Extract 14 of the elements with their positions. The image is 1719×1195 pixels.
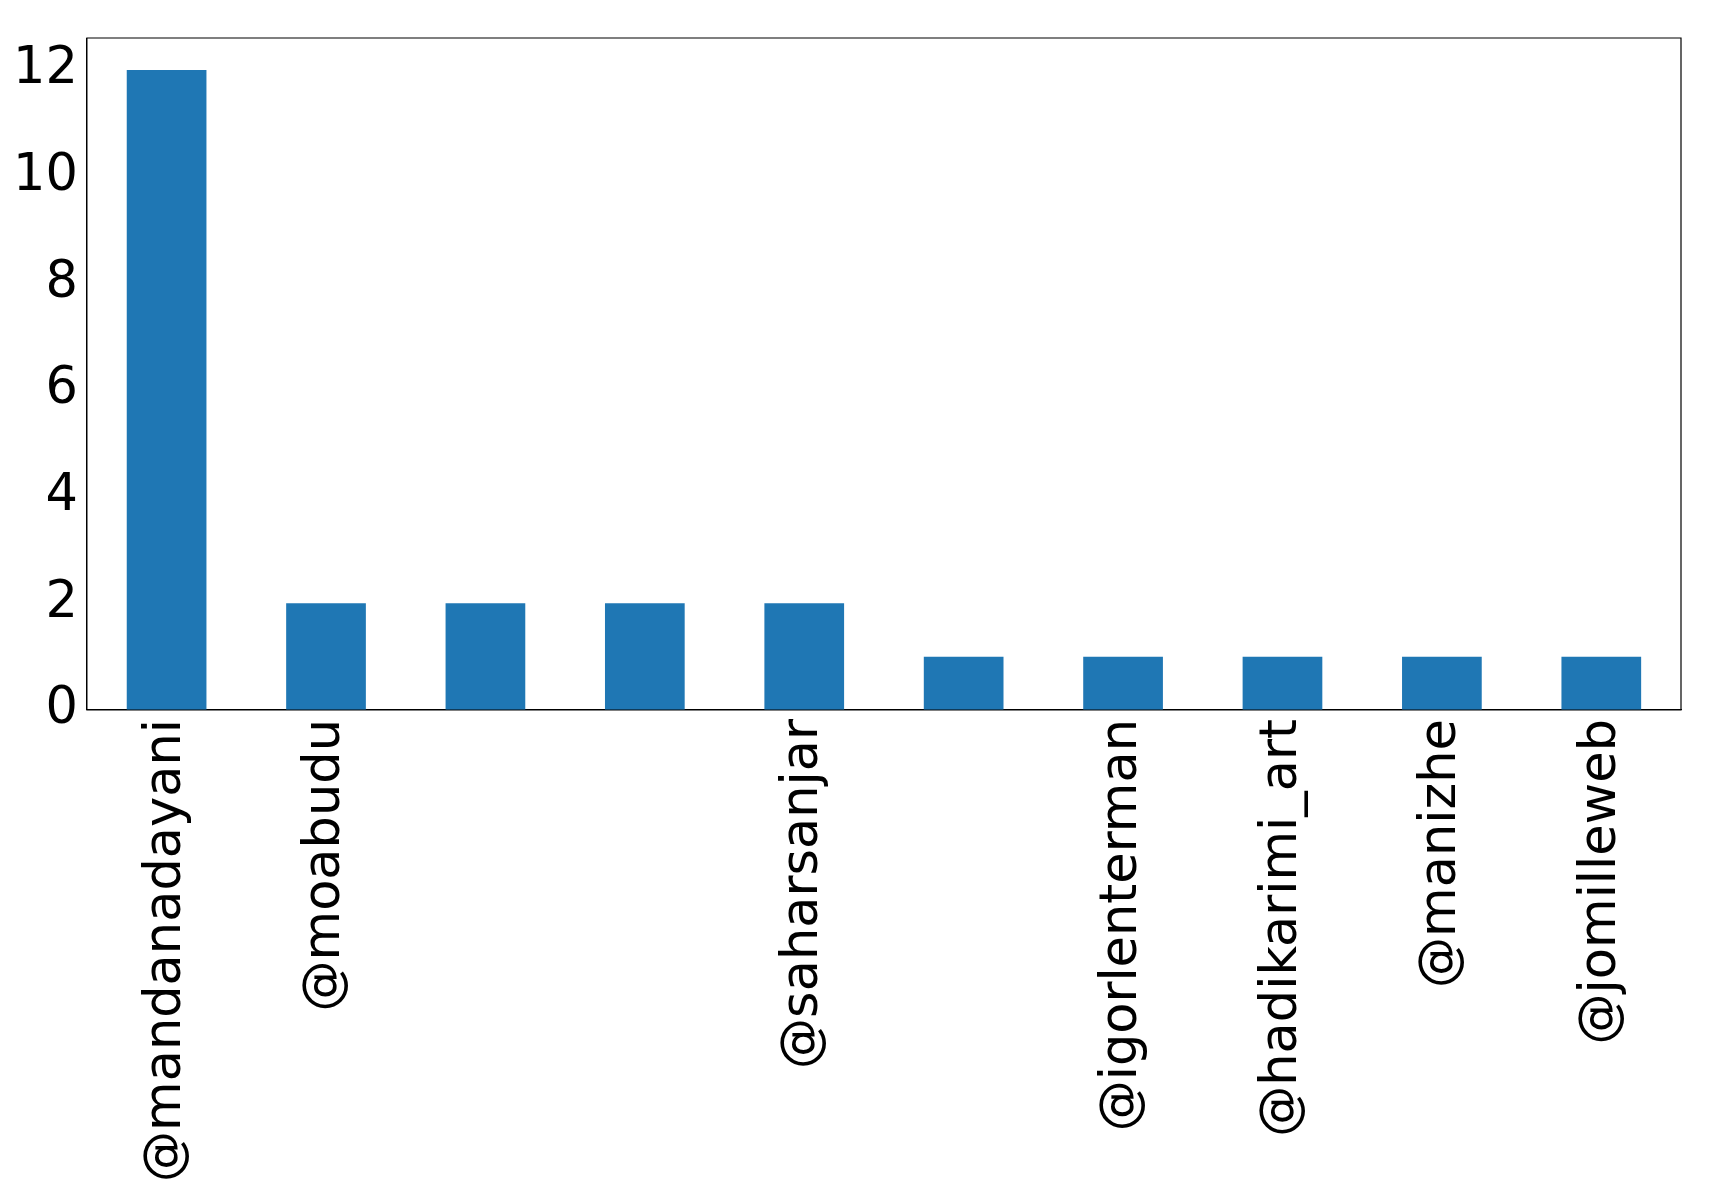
- y-tick-label: 4: [45, 462, 78, 522]
- x-tick-label: @hadikarimi_art: [1248, 718, 1308, 1137]
- y-tick-label: 8: [45, 249, 78, 309]
- y-tick-label: 10: [12, 142, 78, 202]
- y-tick-label: 12: [12, 36, 78, 96]
- x-tick-label: @saharsanjar: [770, 718, 830, 1069]
- y-tick-label: 6: [45, 356, 78, 416]
- x-tick-label: @manizhe: [1408, 718, 1468, 988]
- x-tick-label: @moabudu: [292, 718, 352, 1012]
- x-tick-label: @jomilleweb: [1567, 718, 1627, 1045]
- y-tick-label: 0: [45, 676, 78, 736]
- x-tick-label: @igorlenterman: [1089, 718, 1149, 1132]
- y-tick-label: 2: [45, 569, 78, 629]
- x-tick-label: @mandanadayani: [132, 718, 192, 1183]
